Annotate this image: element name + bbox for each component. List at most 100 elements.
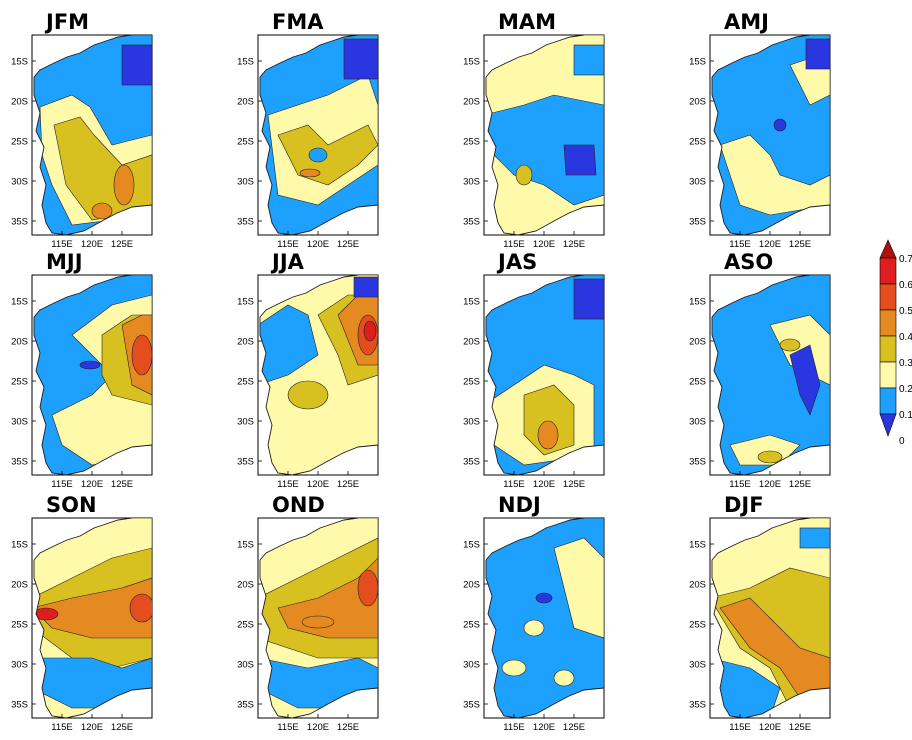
lat-tick-label: 30S — [237, 417, 254, 428]
lat-tick-label: 30S — [689, 417, 706, 428]
lat-tick-label: 20S — [689, 337, 706, 348]
land-fill — [486, 35, 604, 235]
land-fill — [486, 518, 604, 718]
lat-tick-label: 15S — [689, 540, 706, 551]
lat-tick-label: 30S — [237, 660, 254, 671]
lat-tick-label: 35S — [11, 217, 28, 228]
map-panel-jas: JAS 15S 20S 25S 30S 35S 115E 120E 125E — [463, 250, 605, 490]
lat-tick-label: 35S — [463, 217, 480, 228]
lat-tick-label: 35S — [463, 700, 480, 711]
lon-tick-label: 120E — [81, 722, 103, 733]
colorbar-label: 0.4 — [899, 332, 912, 343]
colorbar-label: 0.7 — [899, 254, 912, 265]
lat-tick-label: 20S — [11, 97, 28, 108]
lat-tick-label: 20S — [237, 337, 254, 348]
lat-tick-label: 20S — [237, 580, 254, 591]
lat-tick-label: 25S — [11, 137, 28, 148]
lat-tick-label: 20S — [11, 580, 28, 591]
lon-tick-label: 115E — [503, 239, 524, 250]
land-fill — [712, 518, 830, 718]
lat-tick-label: 25S — [237, 377, 254, 388]
lon-tick-label: 115E — [277, 722, 298, 733]
lon-tick-label: 120E — [533, 479, 555, 490]
lat-tick-label: 25S — [237, 137, 254, 148]
lat-tick-label: 15S — [237, 540, 254, 551]
lon-tick-label: 125E — [789, 479, 811, 490]
coastline — [259, 517, 379, 719]
lat-tick-label: 15S — [463, 297, 480, 308]
panel-title: FMA — [272, 10, 324, 34]
lat-tick-label: 15S — [689, 297, 706, 308]
colorbar-label: 0.1 — [899, 410, 912, 421]
colorbar-label: 0.2 — [899, 384, 912, 395]
land-fill — [34, 518, 152, 718]
lat-tick-label: 35S — [237, 217, 254, 228]
lat-tick-label: 15S — [11, 57, 28, 68]
coastline — [259, 274, 379, 476]
lat-tick-label: 35S — [689, 700, 706, 711]
lat-tick-label: 25S — [463, 377, 480, 388]
colorbar-bottom-arrow — [879, 413, 897, 437]
lat-tick-label: 25S — [689, 137, 706, 148]
map-panel-djf: DJF 15S 20S 25S 30S 35S 115E 120E 125E — [689, 493, 831, 733]
coastline — [711, 34, 831, 236]
coastline — [711, 274, 831, 476]
panel-title: SON — [46, 493, 97, 517]
lat-tick-label: 25S — [463, 137, 480, 148]
lon-tick-label: 125E — [789, 722, 811, 733]
lat-tick-label: 25S — [11, 620, 28, 631]
coastline — [259, 34, 379, 236]
map-panel-ndj: NDJ 15S 20S 25S 30S 35S 115E 120E 125E — [463, 493, 605, 733]
colorbar-label: 0.5 — [899, 306, 912, 317]
lon-tick-label: 115E — [277, 239, 298, 250]
land-fill — [260, 518, 378, 718]
lat-tick-label: 15S — [237, 57, 254, 68]
panel-title: NDJ — [498, 493, 541, 517]
panel-title: JFM — [44, 10, 89, 34]
lon-tick-label: 120E — [759, 722, 781, 733]
lon-tick-label: 125E — [789, 239, 811, 250]
land-fill — [712, 35, 830, 235]
coastline — [485, 274, 605, 476]
lat-tick-label: 20S — [463, 337, 480, 348]
lat-tick-label: 35S — [11, 457, 28, 468]
lat-tick-label: 20S — [689, 97, 706, 108]
lon-tick-label: 125E — [111, 239, 133, 250]
lon-tick-label: 115E — [729, 479, 750, 490]
colorbar-swatch — [879, 387, 897, 415]
lat-tick-label: 35S — [463, 457, 480, 468]
lon-tick-label: 125E — [337, 722, 359, 733]
land-fill — [486, 275, 604, 475]
coastline — [711, 517, 831, 719]
lat-tick-label: 25S — [237, 620, 254, 631]
lat-tick-label: 30S — [11, 417, 28, 428]
lon-tick-label: 120E — [81, 239, 103, 250]
lat-tick-label: 20S — [463, 97, 480, 108]
colorbar-label: 0.3 — [899, 358, 912, 369]
lat-tick-label: 35S — [689, 217, 706, 228]
lon-tick-label: 125E — [563, 722, 585, 733]
colorbar: 0.7 0.6 0.5 0.4 0.3 0.2 0.1 0 — [879, 239, 912, 447]
lon-tick-label: 125E — [563, 239, 585, 250]
lon-tick-label: 125E — [563, 479, 585, 490]
coastline — [485, 517, 605, 719]
lat-tick-label: 15S — [689, 57, 706, 68]
lon-tick-label: 115E — [729, 722, 750, 733]
panel-title: JAS — [496, 250, 537, 274]
colorbar-swatch — [879, 335, 897, 363]
panel-title: MAM — [498, 10, 556, 34]
land-fill — [34, 275, 152, 475]
lat-tick-label: 25S — [689, 377, 706, 388]
land-fill — [34, 35, 152, 235]
coastline — [485, 34, 605, 236]
lon-tick-label: 115E — [51, 722, 72, 733]
lat-tick-label: 35S — [689, 457, 706, 468]
panel-title: DJF — [724, 493, 764, 517]
lat-tick-label: 20S — [237, 97, 254, 108]
map-panel-amj: AMJ 15S 20S 25S 30S 35S 115E 120E 125E — [689, 10, 831, 250]
lon-tick-label: 120E — [81, 479, 103, 490]
lon-tick-label: 120E — [533, 722, 555, 733]
colorbar-swatch — [879, 361, 897, 389]
lon-tick-label: 115E — [503, 479, 524, 490]
